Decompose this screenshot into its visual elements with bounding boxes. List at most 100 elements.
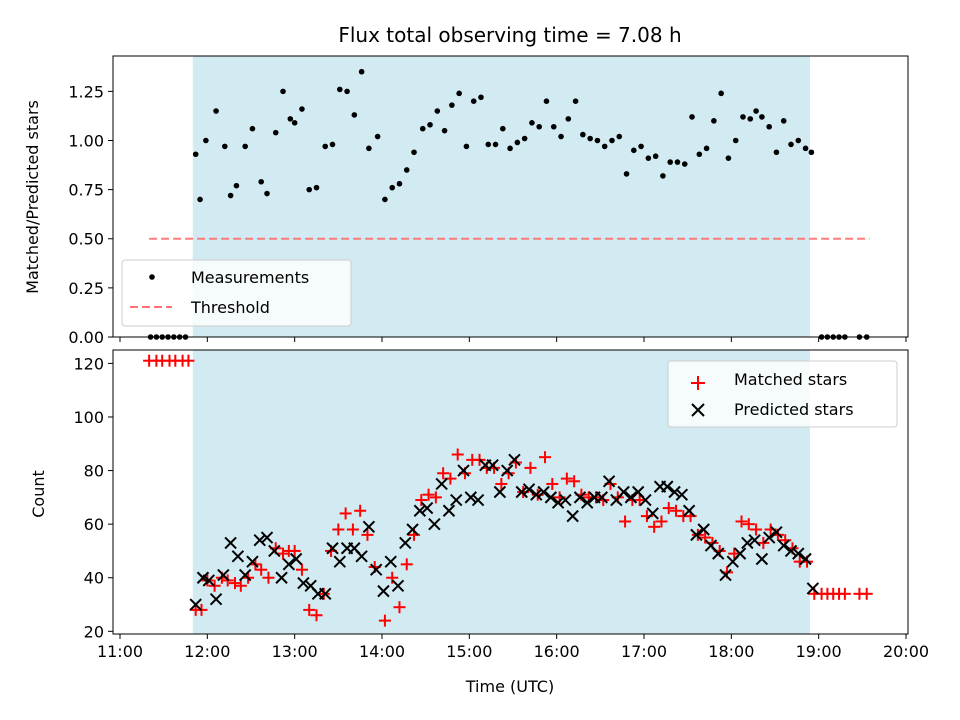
measurement-point [249, 125, 256, 132]
predicted-star-marker [224, 536, 237, 550]
matched-star-marker [735, 515, 748, 528]
predicted-star-marker [508, 453, 521, 467]
legend-measurements-label: Measurements [191, 268, 309, 287]
measurement-point [485, 141, 492, 148]
predicted-star-marker [260, 531, 274, 544]
predicted-star-marker [282, 558, 296, 571]
x-tick-label: 20:00 [883, 642, 929, 661]
measurement-point [329, 141, 336, 148]
flux-ratio-legend-box [121, 259, 352, 327]
matched-star-marker [277, 547, 290, 560]
measurement-point [780, 118, 787, 124]
matched-star-marker [262, 571, 275, 584]
predicted-star-marker [435, 477, 448, 491]
matched-star-marker [524, 461, 537, 474]
x-tick-label: 17:00 [621, 642, 667, 661]
predicted-star-marker [712, 547, 725, 560]
matched-star-marker [228, 577, 241, 590]
matched-star-marker [539, 451, 552, 464]
predicted-star-marker [755, 552, 769, 566]
measurement-point [456, 90, 462, 97]
measurement-point [667, 159, 673, 165]
measurement-point [242, 143, 248, 150]
measurement-point [773, 149, 780, 156]
measurement-point [272, 129, 279, 136]
predicted-star-marker [661, 480, 674, 493]
flux-ratio-x-ticks [119, 337, 907, 342]
matched-star-marker [437, 467, 450, 480]
legend-predicted-label: Predicted stars [734, 400, 854, 419]
measurement-point [222, 143, 228, 150]
star-count-y-tick-label: 60 [84, 515, 104, 534]
predicted-star-marker [624, 491, 638, 504]
measurement-point [434, 108, 441, 114]
matched-star-marker [400, 558, 413, 571]
measurement-point [788, 141, 794, 148]
matched-star-marker [670, 504, 683, 517]
predicted-star-marker [668, 485, 681, 499]
predicted-star-marker [464, 491, 477, 504]
measurement-point [419, 125, 426, 132]
predicted-star-marker [457, 464, 470, 477]
measurement-point [507, 145, 513, 152]
predicted-star-marker [362, 520, 376, 534]
matched-star-marker [860, 587, 873, 600]
predicted-star-marker [595, 491, 608, 504]
measurement-point [580, 131, 586, 138]
measurement-point [587, 135, 593, 142]
predicted-star-marker [493, 485, 507, 499]
measurement-point [660, 173, 666, 179]
matched-star-marker [648, 520, 661, 533]
predicted-star-marker [189, 598, 202, 611]
legend-predicted-marker [691, 403, 705, 417]
predicted-star-marker [238, 568, 252, 582]
measurement-point [529, 120, 535, 126]
measurement-point [645, 155, 652, 161]
flux-ratio-axes-frame [112, 55, 909, 338]
flux-ratio-y-tick-label: 1.00 [68, 131, 104, 150]
measurement-point [470, 98, 477, 104]
legend-matched-marker [691, 376, 705, 390]
flux-ratio-legend: Measurements Threshold [121, 259, 352, 327]
predicted-star-marker [450, 493, 463, 507]
star-count-y-ticks: 20 40 60 80 100 120 [73, 354, 113, 641]
measurement-point [753, 108, 759, 114]
measurement-point [344, 88, 350, 95]
measurement-point [382, 196, 388, 203]
measurement-point [291, 120, 298, 126]
measurement-point [652, 153, 659, 160]
predicted-star-marker [413, 504, 427, 517]
star-count-x-ticks: 11:00 12:00 13:00 14:00 15:00 16:00 17:00 18:00… [97, 634, 929, 661]
measurement-point [441, 127, 448, 134]
predicted-star-marker [333, 555, 346, 568]
predicted-star-marker [799, 552, 812, 566]
matched-star-marker [354, 504, 367, 517]
measurement-point [264, 190, 270, 197]
matched-star-marker [393, 601, 406, 614]
predicted-star-marker [770, 525, 783, 539]
measurement-point [287, 116, 294, 122]
x-tick-label: 18:00 [708, 642, 754, 661]
measurement-point [795, 137, 802, 144]
matched-star-marker [473, 453, 486, 466]
star-count-axes-frame [112, 349, 909, 635]
measurement-point [358, 68, 365, 75]
predicted-star-marker [486, 459, 499, 472]
measurement-point [536, 123, 542, 130]
predicted-star-marker [289, 552, 303, 566]
matched-star-marker [691, 528, 704, 541]
measurement-point [514, 139, 521, 146]
matched-star-marker [560, 472, 573, 485]
measurement-point [616, 133, 623, 140]
measurement-point [550, 123, 557, 130]
matched-star-marker [619, 515, 632, 528]
measurement-point [572, 98, 579, 104]
legend-threshold-label: Threshold [190, 298, 270, 317]
measurement-point [747, 116, 754, 122]
predicted-star-marker [442, 504, 456, 517]
predicted-star-marker [428, 517, 441, 531]
matched-star-marker [422, 488, 435, 501]
measurement-point [313, 184, 320, 191]
measurement-point [631, 147, 637, 154]
flux-ratio-y-ticks: 0.00 0.25 0.50 0.75 1.00 1.25 [68, 82, 113, 347]
